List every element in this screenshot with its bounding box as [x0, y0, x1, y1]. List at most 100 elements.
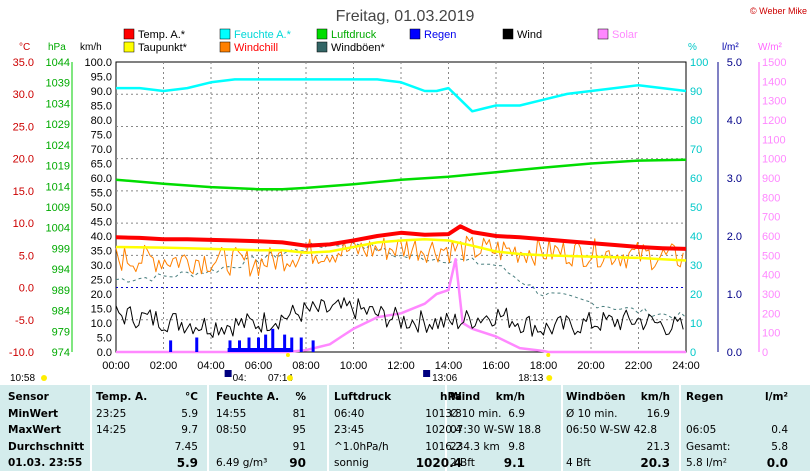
pressure-tick-label: 1004 — [46, 223, 70, 235]
stats-cell: 06:05 — [686, 424, 717, 436]
x-tick-label: 20:00 — [577, 360, 605, 372]
solar-tick-label: 600 — [762, 231, 780, 243]
sunset-icon — [546, 375, 553, 381]
rain-tick-label: 0.0 — [727, 347, 742, 359]
stats-cell: Ø 10 min. — [450, 407, 502, 420]
stats-cell: 9.8 — [508, 440, 525, 453]
legend-swatch — [409, 28, 421, 40]
moonset-time: 04: — [233, 373, 247, 384]
stats-cell: Gesamt: — [686, 440, 731, 453]
stats-cell: Regen — [686, 391, 724, 403]
stats-row: 01.03. 23:55 5.9 6.49 g/m³ 90 sonnig 1020.4 2 … — [0, 455, 810, 472]
wind-tick-label: 15.0 — [91, 304, 112, 316]
stats-cell: Durchschnitt — [8, 440, 85, 453]
solar-tick-label: 900 — [762, 173, 780, 185]
pressure-tick-label: 1009 — [46, 202, 70, 214]
stats-cell: 4 Bft — [566, 457, 591, 469]
wind-tick-label: 100.0 — [84, 57, 112, 69]
rain-marker — [169, 340, 173, 352]
wind-tick-label: 95.0 — [91, 72, 112, 84]
sun-marker — [546, 353, 551, 357]
x-tick-label: 04:00 — [197, 360, 225, 372]
stats-cell: 16.9 — [646, 407, 670, 420]
stats-cell: 0.4 — [771, 424, 788, 436]
stats-cell: 7.45 — [174, 440, 198, 453]
rain-marker — [257, 337, 260, 352]
column-separator — [90, 385, 92, 471]
series-line — [115, 239, 687, 320]
pressure-tick-label: 984 — [52, 306, 70, 318]
legend-label: Windböen* — [331, 42, 386, 54]
series-line — [115, 158, 687, 191]
stats-header-row: Sensor Temp. A. °C Feuchte A.% Luftdruck hPa W… — [0, 389, 810, 406]
x-tick-label: 24:00 — [672, 360, 700, 372]
stats-cell: 81 — [292, 407, 306, 420]
humidity-tick-label: 100 — [690, 57, 708, 69]
stats-cell: Sensor — [8, 391, 49, 403]
wind-tick-label: 10.0 — [91, 318, 112, 330]
x-tick-label: 08:00 — [292, 360, 320, 372]
stats-cell: 5.8 — [771, 440, 788, 453]
humidity-tick-label: 50 — [690, 202, 702, 214]
axis-unit-label: W/m² — [758, 42, 783, 53]
pressure-tick-label: 1034 — [46, 98, 70, 110]
sunrise-time: 07:14 — [268, 373, 293, 384]
temp-tick-label: -5.0 — [15, 315, 34, 327]
stats-cell: 06:50 W-SW 42.8 — [566, 424, 658, 436]
pressure-tick-label: 1019 — [46, 161, 70, 173]
series-line — [115, 297, 684, 338]
moon-icon — [41, 375, 47, 381]
axes: 35.0 30.0 25.0 20.0 15.0 10.0 5.0 0.0 -5.0 -10.0 1… — [9, 57, 787, 372]
legend-swatch — [123, 28, 135, 40]
wind-tick-label: 5.0 — [97, 333, 112, 345]
humidity-tick-label: 80 — [690, 115, 702, 127]
solar-tick-label: 700 — [762, 212, 780, 224]
stats-cell: Ø 10 min. — [566, 407, 618, 420]
stats-cell: °C — [185, 391, 198, 403]
astro-row: 10:58 04: 07:14 13:06 18:13 — [10, 353, 553, 384]
legend-label: Regen — [424, 29, 456, 41]
humidity-tick-label: 10 — [690, 318, 702, 330]
solar-tick-label: 300 — [762, 289, 780, 301]
solar-tick-label: 1100 — [762, 134, 786, 146]
noon-time: 13:06 — [432, 373, 457, 384]
rain-marker — [271, 328, 275, 352]
x-tick-label: 22:00 — [625, 360, 653, 372]
rain-tick-label: 5.0 — [727, 57, 742, 69]
x-tick-label: 06:00 — [245, 360, 273, 372]
stats-cell: Feuchte A. — [216, 391, 280, 403]
legend-swatch — [219, 28, 231, 40]
stats-cell: sonnig — [334, 457, 369, 469]
temp-tick-label: -10.0 — [9, 347, 34, 359]
axis-unit-label: hPa — [48, 42, 66, 53]
rain-tick-label: 1.0 — [727, 289, 742, 301]
wind-tick-label: 50.0 — [91, 202, 112, 214]
temp-tick-label: 20.0 — [13, 154, 34, 166]
stats-cell: 1016.2 — [425, 440, 462, 453]
solar-tick-label: 1300 — [762, 96, 786, 108]
stats-cell: 20.3 — [640, 456, 670, 470]
rain-tick-label: 3.0 — [727, 173, 742, 185]
pressure-tick-label: 1044 — [46, 57, 70, 69]
temp-tick-label: 5.0 — [19, 250, 34, 262]
humidity-tick-label: 20 — [690, 289, 702, 301]
pressure-tick-label: 974 — [52, 347, 70, 359]
x-tick-label: 12:00 — [387, 360, 415, 372]
series-line — [116, 257, 686, 354]
moonset-icon — [224, 370, 232, 377]
legend-label: Solar — [612, 29, 638, 41]
humidity-tick-label: 70 — [690, 144, 702, 156]
legend-label: Temp. A.* — [138, 29, 186, 41]
stats-cell: 21.3 — [646, 440, 670, 453]
column-separator — [679, 385, 681, 471]
legend-swatch — [219, 41, 231, 53]
wind-tick-label: 90.0 — [91, 86, 112, 98]
pressure-tick-label: 1024 — [46, 140, 70, 152]
sunrise-icon — [286, 375, 293, 381]
legend-label: Taupunkt* — [138, 42, 188, 54]
stats-cell: hPa — [440, 391, 462, 403]
x-tick-label: 18:00 — [530, 360, 558, 372]
stats-cell: 0.0 — [766, 456, 788, 470]
column-separator — [445, 385, 447, 471]
series-line — [116, 78, 687, 113]
